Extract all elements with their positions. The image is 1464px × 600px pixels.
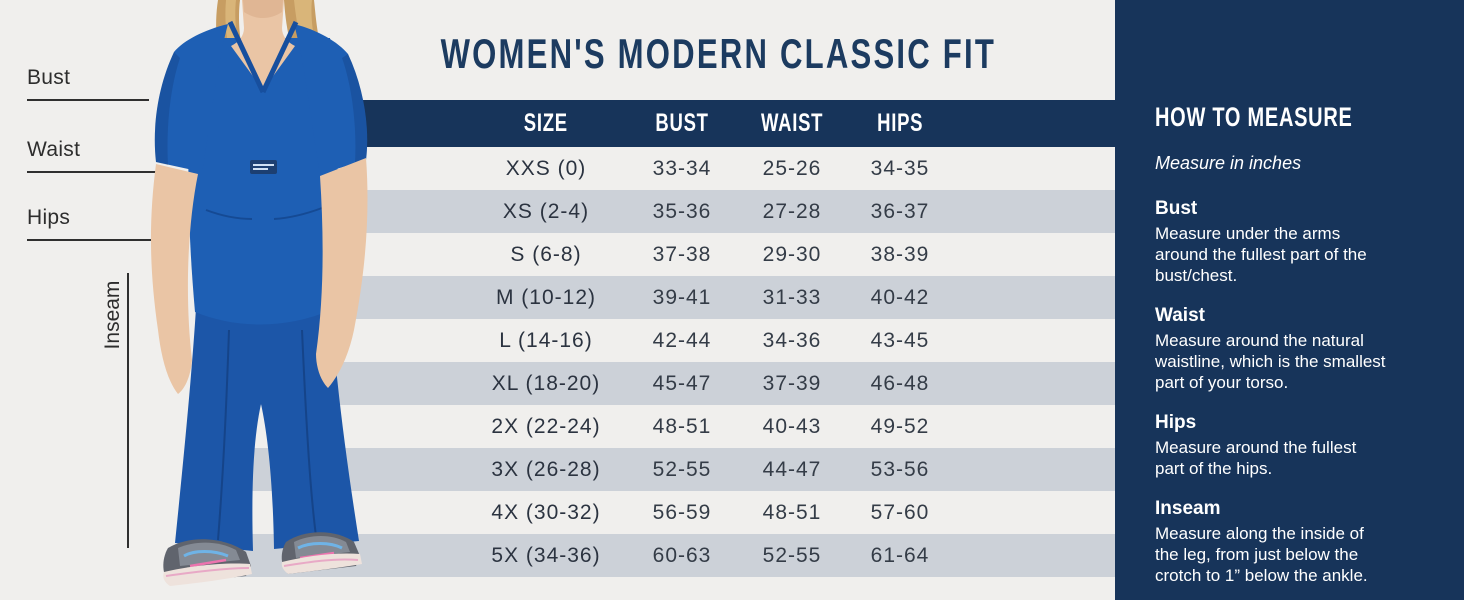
hips-cell: 38-39	[870, 243, 930, 266]
header-bust: BUST	[612, 100, 752, 147]
hips-label: Hips	[27, 206, 71, 229]
how-to-measure-title: HOW TO MEASURE	[1155, 102, 1440, 133]
size-cell: M (10-12)	[495, 286, 597, 309]
size-cell: XXS (0)	[505, 157, 587, 180]
waist-cell: 31-33	[762, 286, 822, 309]
table-row: M (10-12) 39-41 31-33 40-42	[225, 276, 1115, 319]
scrub-top	[188, 38, 338, 325]
hips-line	[27, 239, 165, 241]
left-sneaker	[163, 539, 252, 586]
bust-cell: 35-36	[652, 200, 712, 223]
bust-cell: 39-41	[652, 286, 712, 309]
waist-cell: 27-28	[762, 200, 822, 223]
bust-line	[27, 99, 149, 101]
bust-cell: 42-44	[652, 329, 712, 352]
measure-section-bust: Bust Measure under the arms around the f…	[1155, 198, 1440, 286]
table-row: 4X (30-32) 56-59 48-51 57-60	[225, 491, 1115, 534]
header-hips: HIPS	[830, 100, 970, 147]
measure-section-title: Inseam	[1155, 498, 1221, 519]
hips-cell: 43-45	[870, 329, 930, 352]
waist-cell: 48-51	[762, 501, 822, 524]
table-row: XL (18-20) 45-47 37-39 46-48	[225, 362, 1115, 405]
size-table-rows: XXS (0) 33-34 25-26 34-35 XS (2-4) 35-36 27-28…	[225, 147, 1115, 577]
measure-section-body: Measure along the inside of the leg, fro…	[1155, 524, 1368, 585]
waist-cell: 29-30	[762, 243, 822, 266]
bust-cell: 60-63	[652, 544, 712, 567]
inseam-line	[127, 273, 129, 548]
page-title-text: WOMEN'S MODERN CLASSIC FIT	[440, 30, 996, 77]
size-cell: XL (18-20)	[491, 372, 601, 395]
table-row: L (14-16) 42-44 34-36 43-45	[225, 319, 1115, 362]
size-cell: XS (2-4)	[502, 200, 590, 223]
hips-cell: 57-60	[870, 501, 930, 524]
measure-section-body: Measure around the fullest part of the h…	[1155, 438, 1357, 478]
bust-cell: 56-59	[652, 501, 712, 524]
waist-cell: 40-43	[762, 415, 822, 438]
waist-label: Waist	[27, 138, 81, 161]
table-row: 3X (26-28) 52-55 44-47 53-56	[225, 448, 1115, 491]
table-row: S (6-8) 37-38 29-30 38-39	[225, 233, 1115, 276]
measure-section-body: Measure around the natural waistline, wh…	[1155, 331, 1386, 392]
table-row: XXS (0) 33-34 25-26 34-35	[225, 147, 1115, 190]
table-row: 2X (22-24) 48-51 40-43 49-52	[225, 405, 1115, 448]
header-bust-label: BUST	[655, 109, 709, 137]
table-row: XS (2-4) 35-36 27-28 36-37	[225, 190, 1115, 233]
bust-cell: 48-51	[652, 415, 712, 438]
bust-cell: 33-34	[652, 157, 712, 180]
size-table-header: SIZE BUST WAIST HIPS	[320, 100, 1116, 147]
hips-cell: 49-52	[870, 415, 930, 438]
measure-section-title: Bust	[1155, 198, 1198, 219]
header-size: SIZE	[446, 100, 646, 147]
bust-cell: 52-55	[652, 458, 712, 481]
hips-cell: 46-48	[870, 372, 930, 395]
bust-cell: 37-38	[652, 243, 712, 266]
measure-units-note: Measure in inches	[1155, 153, 1302, 173]
hips-cell: 36-37	[870, 200, 930, 223]
size-cell: 5X (34-36)	[491, 544, 601, 567]
measure-section-hips: Hips Measure around the fullest part of …	[1155, 412, 1440, 479]
waist-cell: 34-36	[762, 329, 822, 352]
table-row: 5X (34-36) 60-63 52-55 61-64	[225, 534, 1115, 577]
model-image	[150, 0, 368, 586]
waist-line	[27, 171, 167, 173]
inseam-label: Inseam	[101, 280, 124, 350]
header-size-label: SIZE	[523, 109, 569, 137]
measure-section-body: Measure under the arms around the fulles…	[1155, 224, 1367, 285]
waist-cell: 37-39	[762, 372, 822, 395]
bust-cell: 45-47	[652, 372, 712, 395]
page-title: WOMEN'S MODERN CLASSIC FIT	[320, 30, 1116, 78]
size-cell: S (6-8)	[510, 243, 582, 266]
hips-cell: 53-56	[870, 458, 930, 481]
measure-section-title: Hips	[1155, 412, 1197, 433]
hips-cell: 61-64	[870, 544, 930, 567]
header-waist-label: WAIST	[760, 109, 824, 137]
waist-cell: 52-55	[762, 544, 822, 567]
brand-label	[250, 160, 277, 174]
hips-cell: 34-35	[870, 157, 930, 180]
measure-section-title: Waist	[1155, 305, 1205, 326]
size-cell: 2X (22-24)	[491, 415, 601, 438]
how-to-measure-title-text: HOW TO MEASURE	[1155, 102, 1353, 132]
size-cell: 4X (30-32)	[491, 501, 601, 524]
hips-cell: 40-42	[870, 286, 930, 309]
bust-label: Bust	[27, 66, 71, 89]
waist-cell: 25-26	[762, 157, 822, 180]
waist-cell: 44-47	[762, 458, 822, 481]
how-to-measure-panel: HOW TO MEASURE Measure in inches Bust Me…	[1115, 0, 1464, 600]
header-waist: WAIST	[722, 100, 862, 147]
size-cell: 3X (26-28)	[491, 458, 601, 481]
measure-section-inseam: Inseam Measure along the inside of the l…	[1155, 498, 1440, 586]
right-sneaker	[281, 532, 362, 574]
header-hips-label: HIPS	[876, 109, 924, 137]
size-cell: L (14-16)	[499, 329, 593, 352]
scrub-pants	[175, 306, 359, 551]
measure-section-waist: Waist Measure around the natural waistli…	[1155, 305, 1440, 393]
